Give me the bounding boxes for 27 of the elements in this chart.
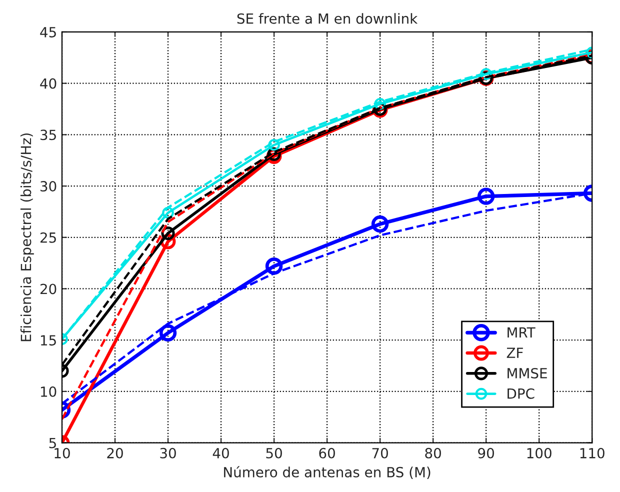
x-tick-label: 20 [107,448,123,458]
x-tick-label: 100 [527,448,552,458]
x-tick-label: 30 [160,448,176,458]
x-tick-label: 90 [478,448,494,458]
x-axis-title: Número de antenas en BS (M) [224,466,430,480]
chart-title: SE frente a M en downlink [237,13,418,24]
x-tick-label: 110 [580,448,604,458]
legend-label: MRT [508,327,536,338]
y-tick-label: 10 [40,386,56,397]
y-tick-label: 25 [40,232,56,243]
x-tick-label: 60 [319,448,335,458]
x-tick-label: 10 [54,448,70,458]
x-tick-label: 50 [266,448,282,458]
y-tick-label: 35 [40,130,56,140]
y-tick-label: 30 [40,181,56,192]
x-tick-label: 40 [212,448,229,458]
y-tick-label: 45 [40,27,56,38]
legend-label: DPC [508,388,534,399]
y-tick-label: 15 [40,335,56,346]
y-tick-label: 40 [40,78,56,89]
legend-label: MMSE [508,368,547,378]
y-tick-label: 20 [40,284,56,294]
legend-label: ZF [506,348,523,358]
y-axis-title: Eficiencia Espectral (bits/s/Hz) [20,133,34,342]
x-tick-label: 70 [372,448,388,458]
y-tick-label: 5 [49,438,56,448]
x-tick-label: 80 [425,448,441,458]
